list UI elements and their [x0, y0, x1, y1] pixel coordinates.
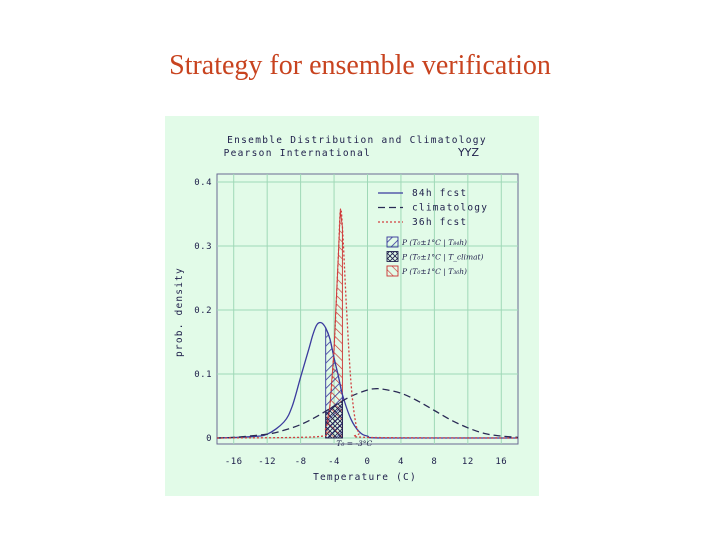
legend-label: climatology: [412, 203, 488, 214]
x-axis-label: Temperature (C): [313, 472, 417, 483]
legend-pattern-swatch: [386, 251, 399, 262]
legend: 84h fcst climatology 36h fcst P (T₀±1°C | …: [378, 188, 488, 277]
legend-label: 84h fcst: [412, 188, 467, 199]
x-tick-label: 16: [495, 457, 507, 467]
chart-panel: Ensemble Distribution and Climatology Pe…: [165, 116, 539, 496]
series-line-36h-fcst: [216, 208, 519, 439]
x-tick-label: 8: [431, 457, 437, 467]
y-tick-label: 0.3: [194, 242, 212, 252]
series-line-climatology: [216, 388, 519, 439]
legend-label: P (T₀±1°C | T₈₄h): [401, 238, 467, 247]
x-tick-label: 0: [365, 457, 371, 467]
grid-lines: [217, 174, 518, 444]
y-tick-label: 0.1: [194, 370, 212, 380]
station-code: YYZ: [457, 146, 479, 159]
chart-svg: Ensemble Distribution and Climatology Pe…: [174, 135, 519, 483]
chart-subtitle: Pearson International: [224, 148, 371, 159]
legend-label: P (T₀±1°C | T₃₆h): [401, 267, 467, 276]
legend-pattern-swatch: [386, 265, 399, 277]
x-tick-label: 4: [398, 457, 404, 467]
y-tick-label: 0.4: [194, 178, 212, 188]
x-tick-label: -4: [328, 457, 340, 467]
slide-title: Strategy for ensemble verification: [169, 50, 551, 81]
x-tick-label: -16: [225, 457, 243, 467]
x-tick-label: 12: [462, 457, 474, 467]
legend-label: P (T₀±1°C | T_climat): [401, 253, 484, 262]
x-tick-label: -12: [258, 457, 276, 467]
series-line-84h-fcst: [216, 321, 518, 439]
y-tick-label: 0.2: [194, 306, 212, 316]
legend-label: 36h fcst: [412, 217, 467, 228]
legend-pattern-swatch: [386, 236, 399, 248]
annotation-label: T₀ = -3°C: [336, 439, 372, 448]
chart-title: Ensemble Distribution and Climatology: [227, 135, 487, 146]
x-tick-label: -8: [295, 457, 307, 467]
y-axis-label: prob. density: [174, 267, 185, 357]
y-tick-label: 0: [206, 434, 212, 444]
